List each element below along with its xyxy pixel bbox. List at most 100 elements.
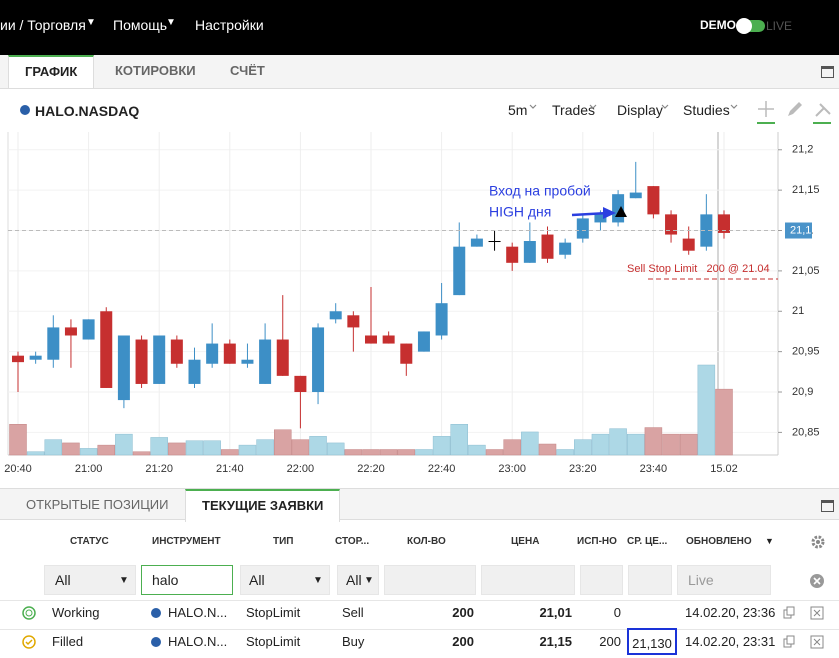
volume-bar xyxy=(150,437,168,456)
sort-arrow[interactable]: ▼ xyxy=(765,536,774,546)
volume-bar xyxy=(115,433,133,456)
filter-box[interactable] xyxy=(628,565,672,595)
column-header[interactable]: ЦЕНА xyxy=(511,536,540,547)
filter-value[interactable]: All xyxy=(55,572,71,588)
filter-value[interactable]: All xyxy=(249,572,265,588)
candle-body xyxy=(223,343,236,364)
tab-positions[interactable]: ОТКРЫТЫЕ ПОЗИЦИИ xyxy=(26,497,169,512)
filter-value[interactable]: Live xyxy=(688,572,714,588)
filter-value[interactable]: halo xyxy=(152,572,179,588)
tab-account[interactable]: СЧЁТ xyxy=(230,63,265,78)
volume-bar xyxy=(662,433,680,456)
filter-box[interactable] xyxy=(580,565,623,595)
tab-quotes[interactable]: КОТИРОВКИ xyxy=(115,63,196,78)
menu-help[interactable]: Помощь xyxy=(113,17,168,33)
filter-value[interactable]: All xyxy=(346,572,362,588)
add-icon[interactable] xyxy=(758,101,774,117)
dropdown-arrow[interactable]: ▼ xyxy=(119,575,129,586)
candle-body xyxy=(594,214,607,223)
price: 21,01 xyxy=(539,605,572,620)
dropdown-arrow[interactable]: ▼ xyxy=(313,575,323,586)
clear-filters[interactable] xyxy=(809,573,825,589)
column-header[interactable]: ТИП xyxy=(273,536,294,547)
pencil-icon[interactable] xyxy=(788,102,802,116)
menu-trade[interactable]: ии / Торговля xyxy=(0,17,86,33)
chart: 21,2 21,15 21,1 21,05 21 20,95 20,9 20,85 20:40 2… xyxy=(0,132,839,488)
candle-body xyxy=(259,339,272,384)
volume-bar xyxy=(679,433,698,456)
x-tick-label: 22:20 xyxy=(357,463,385,475)
filter-box[interactable] xyxy=(44,565,136,595)
dropdown-arrow[interactable]: ▼ xyxy=(364,575,374,586)
candle-body xyxy=(665,214,678,235)
minimize[interactable] xyxy=(821,66,834,78)
column-header[interactable]: ОБНОВЛЕНО xyxy=(686,536,752,547)
minimize[interactable] xyxy=(821,500,834,512)
x-tick-label: 21:00 xyxy=(75,463,103,475)
volume-bar xyxy=(203,440,221,456)
x-tick-label: 22:40 xyxy=(428,463,456,475)
filter-box[interactable] xyxy=(677,565,771,595)
filter-box[interactable] xyxy=(141,565,233,595)
column-header[interactable]: ИСП-НО xyxy=(577,536,617,547)
candle-body xyxy=(135,339,148,384)
filter-box[interactable] xyxy=(384,565,476,595)
fill-marker xyxy=(615,206,627,217)
settings-icon[interactable] xyxy=(810,534,826,550)
filled-qty: 200 xyxy=(599,634,621,649)
volume-bar xyxy=(503,439,521,456)
interval[interactable]: 5m xyxy=(508,102,528,118)
filter-box[interactable] xyxy=(240,565,330,595)
candle-body xyxy=(647,186,660,215)
candle-body xyxy=(117,335,130,401)
x-tick-label: 15.02 xyxy=(710,463,738,475)
row-actions[interactable] xyxy=(783,606,827,620)
filter-box[interactable] xyxy=(481,565,575,595)
column-header[interactable]: СТАТУС xyxy=(70,536,109,547)
column-header[interactable]: ИНСТРУМЕНТ xyxy=(152,536,221,547)
studies-menu[interactable]: Studies xyxy=(683,102,730,118)
tab-chart[interactable]: ГРАФИК xyxy=(8,55,95,88)
column-header[interactable]: СТОР... xyxy=(335,536,370,547)
filter-box[interactable] xyxy=(337,565,379,595)
volume-bar xyxy=(538,443,557,456)
candle-body xyxy=(47,327,60,360)
candle-body xyxy=(400,343,413,364)
volume-bar xyxy=(309,436,327,456)
row[interactable] xyxy=(0,600,839,629)
volume-bar xyxy=(132,451,151,456)
row[interactable] xyxy=(0,629,839,658)
display-menu[interactable]: Display xyxy=(617,102,663,118)
volume-bar xyxy=(326,442,345,456)
volume-bar xyxy=(415,449,433,456)
candle-body xyxy=(188,359,201,384)
mode-toggle[interactable] xyxy=(736,18,765,34)
volume-bar xyxy=(397,449,416,456)
symbol[interactable]: HALO.NASDAQ xyxy=(35,103,140,119)
candle-body xyxy=(453,246,466,296)
orders-tabs: ОТКРЫТЫЕ ПОЗИЦИИ ТЕКУЩИЕ ЗАЯВКИ xyxy=(0,488,839,522)
column-header[interactable]: КОЛ-ВО xyxy=(407,536,446,547)
y-tick-label: 21,2 xyxy=(792,144,813,156)
y-tick-label: 21 xyxy=(792,305,804,317)
row-actions[interactable] xyxy=(783,635,827,649)
side: Buy xyxy=(342,634,365,649)
trades-menu[interactable]: Trades xyxy=(552,102,596,118)
candle-body xyxy=(506,246,519,263)
volume-bar xyxy=(79,448,98,456)
candle-body xyxy=(329,311,342,320)
volume-bar xyxy=(238,444,257,456)
tab-orders[interactable]: ТЕКУЩИЕ ЗАЯВКИ xyxy=(185,489,341,522)
menu-settings[interactable]: Настройки xyxy=(195,17,264,33)
y-tick-label: 20,85 xyxy=(792,426,820,438)
annotation: HIGH дня xyxy=(489,204,551,220)
candle-body xyxy=(382,335,395,344)
column-header[interactable]: СР. ЦЕ... xyxy=(627,536,668,547)
status-icon xyxy=(22,635,36,649)
candle-body xyxy=(294,375,307,393)
y-tick-label: 20,9 xyxy=(792,386,813,398)
volume-bar xyxy=(574,439,592,456)
tool-icon[interactable] xyxy=(815,103,831,117)
candle-body xyxy=(470,238,483,247)
